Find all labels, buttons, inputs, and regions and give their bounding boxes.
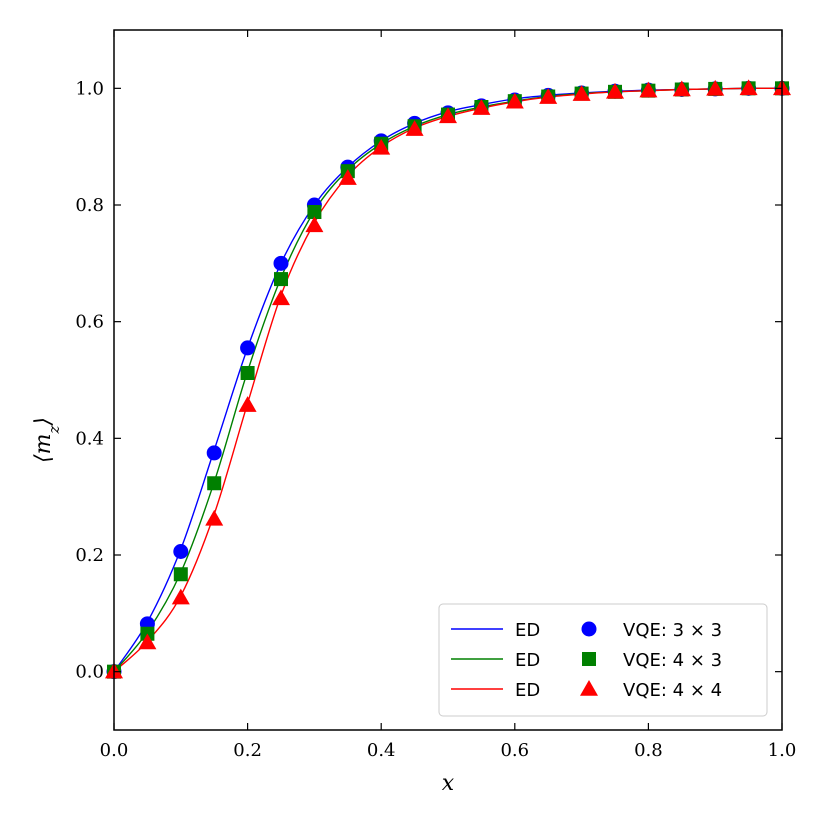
vqe-point-series-3 <box>706 79 725 96</box>
ed-line-series-2 <box>113 87 783 673</box>
vqe-point-series-2 <box>307 205 322 219</box>
vqe-point-series-1 <box>173 544 189 559</box>
series-lines <box>113 87 783 673</box>
x-tick-label: 0.8 <box>634 740 663 761</box>
legend-marker-3 <box>580 680 598 696</box>
vqe-point-series-3 <box>672 80 691 97</box>
y-tick-label: 0.4 <box>75 428 104 449</box>
y-tick-label: 0.8 <box>75 195 104 216</box>
series-markers <box>105 79 791 680</box>
vqe-point-series-3 <box>639 81 658 98</box>
vqe-point-series-3 <box>472 99 491 115</box>
axis-ticks: 0.0 0.2 0.4 0.6 0.8 1.0 0.0 0.2 0.4 0.6 0.8 1.0 <box>75 30 796 761</box>
vqe-point-series-3 <box>338 169 357 185</box>
y-axis-label: ⟨mz⟩ <box>31 417 63 463</box>
y-tick-label: 0.0 <box>75 662 104 683</box>
legend-marker-2 <box>582 652 596 666</box>
vqe-point-series-3 <box>739 79 758 96</box>
legend-label-ed-1: ED <box>515 620 540 641</box>
vqe-point-series-3 <box>606 82 624 99</box>
vqe-point-series-2 <box>207 476 222 491</box>
x-tick-label: 0.4 <box>367 740 396 761</box>
vqe-point-series-3 <box>272 289 290 306</box>
x-tick-label: 1.0 <box>768 740 797 761</box>
legend-label-vqe-1: VQE: 3 × 3 <box>623 620 722 641</box>
legend-label-ed-3: ED <box>515 680 540 701</box>
legend-label-ed-2: ED <box>515 650 540 671</box>
vqe-point-series-3 <box>138 633 157 650</box>
vqe-point-series-3 <box>205 509 224 526</box>
vqe-point-series-3 <box>372 138 391 155</box>
legend-marker-1 <box>581 621 597 637</box>
plot-frame <box>113 29 783 731</box>
vqe-point-series-3 <box>572 85 591 101</box>
vqe-point-series-3 <box>439 107 457 124</box>
vqe-point-series-3 <box>505 92 524 109</box>
y-tick-label: 1.0 <box>75 78 104 99</box>
vqe-point-series-3 <box>539 88 558 104</box>
vqe-point-series-1 <box>273 255 289 271</box>
x-tick-label: 0.0 <box>100 740 129 761</box>
vqe-point-series-2 <box>173 567 188 582</box>
vqe-point-series-2 <box>240 366 255 380</box>
vqe-point-series-2 <box>274 272 288 287</box>
legend-label-vqe-3: VQE: 4 × 4 <box>623 680 722 701</box>
legend-box <box>438 603 768 717</box>
x-tick-label: 0.2 <box>233 740 262 761</box>
vqe-point-series-3 <box>405 120 424 136</box>
vqe-point-series-3 <box>305 216 324 233</box>
x-axis-label: x <box>442 771 455 796</box>
ed-line-series-3 <box>113 87 783 673</box>
legend-label-vqe-2: VQE: 4 × 3 <box>623 650 722 671</box>
legend: ED VQE: 3 × 3 ED VQE: 4 × 3 ED VQE: 4 × 4 <box>438 603 768 717</box>
vqe-point-series-3 <box>171 588 190 605</box>
ed-line-series-1 <box>113 87 783 673</box>
y-tick-label: 0.2 <box>75 545 104 566</box>
x-tick-label: 0.6 <box>500 740 529 761</box>
vqe-point-series-1 <box>206 445 222 461</box>
vqe-point-series-1 <box>240 340 256 356</box>
y-tick-label: 0.6 <box>75 312 104 333</box>
vqe-point-series-3 <box>238 396 257 412</box>
